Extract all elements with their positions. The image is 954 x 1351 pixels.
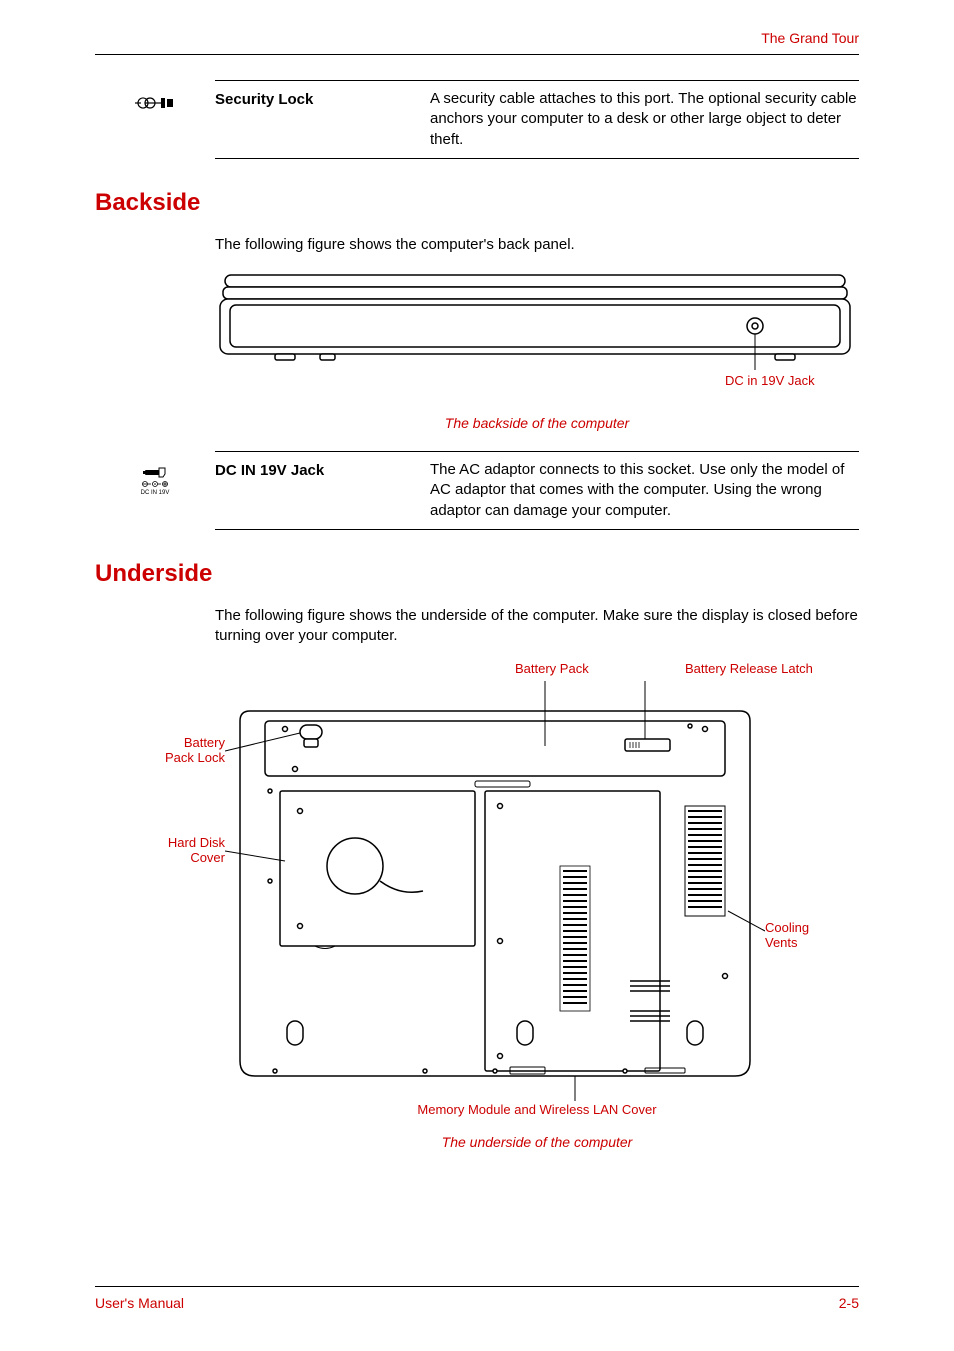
feature-row-dc-jack: DC IN 19V DC IN 19V Jack The AC adaptor … <box>215 451 859 530</box>
label-cooling-vents: Cooling Vents <box>765 921 835 950</box>
security-lock-icon <box>95 89 215 111</box>
label-hdd-cover: Hard Disk Cover <box>155 836 225 865</box>
dc-jack-icon: DC IN 19V <box>95 460 215 496</box>
figure-underside: Battery Pack Battery Release Latch Batte… <box>155 661 859 1119</box>
page-footer: User's Manual 2-5 <box>95 1286 859 1311</box>
header-rule <box>95 54 859 55</box>
page-header: The Grand Tour <box>95 30 859 46</box>
feature-desc: The AC adaptor connects to this socket. … <box>430 460 859 521</box>
caption-backside: The backside of the computer <box>215 415 859 431</box>
dc-icon-label: DC IN 19V <box>141 490 170 496</box>
label-battery-pack: Battery Pack <box>515 661 589 676</box>
intro-underside: The following figure shows the underside… <box>215 606 859 647</box>
callout-dc-jack: DC in 19V Jack <box>725 373 815 388</box>
footer-right: 2-5 <box>839 1295 859 1311</box>
label-battery-release: Battery Release Latch <box>685 661 813 676</box>
label-memory-cover: Memory Module and Wireless LAN Cover <box>417 1102 656 1117</box>
heading-underside: Underside <box>95 560 859 588</box>
intro-backside: The following figure shows the computer'… <box>215 235 859 255</box>
figure-backside: DC in 19V Jack <box>215 270 859 400</box>
feature-desc: A security cable attaches to this port. … <box>430 89 859 150</box>
feature-name: Security Lock <box>215 89 430 108</box>
heading-backside: Backside <box>95 189 859 217</box>
feature-name: DC IN 19V Jack <box>215 460 430 479</box>
footer-rule <box>95 1286 859 1287</box>
caption-underside: The underside of the computer <box>215 1134 859 1150</box>
feature-row-security-lock: Security Lock A security cable attaches … <box>215 80 859 159</box>
label-battery-lock: Battery Pack Lock <box>155 736 225 765</box>
footer-left: User's Manual <box>95 1295 184 1311</box>
